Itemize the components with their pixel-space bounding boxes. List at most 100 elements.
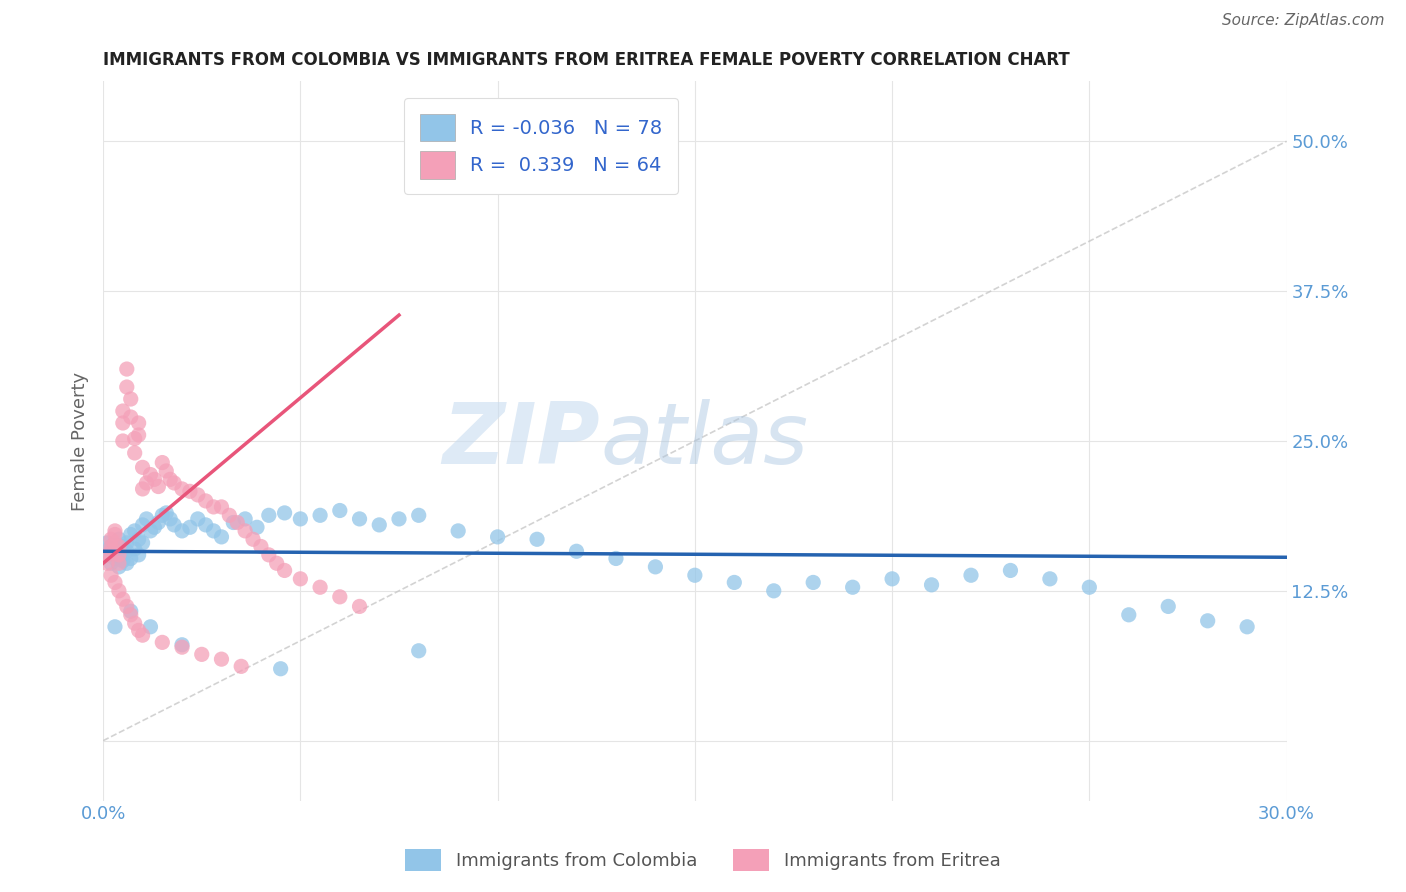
Point — [148, 516, 170, 530]
Point — [329, 590, 352, 604]
Point — [148, 479, 170, 493]
Point — [139, 524, 162, 538]
Point — [242, 533, 264, 547]
Point — [96, 536, 118, 550]
Point — [104, 524, 127, 538]
Point — [841, 580, 863, 594]
Point — [120, 527, 142, 541]
Point — [270, 662, 292, 676]
Point — [108, 540, 131, 554]
Text: IMMIGRANTS FROM COLOMBIA VS IMMIGRANTS FROM ERITREA FEMALE POVERTY CORRELATION C: IMMIGRANTS FROM COLOMBIA VS IMMIGRANTS F… — [103, 51, 1070, 69]
Point — [131, 628, 153, 642]
Point — [1197, 614, 1219, 628]
Point — [211, 530, 233, 544]
Point — [170, 524, 193, 538]
Point — [290, 512, 312, 526]
Legend: Immigrants from Colombia, Immigrants from Eritrea: Immigrants from Colombia, Immigrants fro… — [398, 842, 1008, 879]
Point — [233, 524, 256, 538]
Point — [257, 548, 280, 562]
Point — [1236, 620, 1258, 634]
Point — [159, 512, 181, 526]
Point — [120, 551, 142, 566]
Point — [218, 508, 240, 523]
Point — [202, 524, 225, 538]
Point — [120, 607, 142, 622]
Point — [163, 475, 186, 490]
Text: atlas: atlas — [600, 400, 808, 483]
Point — [605, 551, 627, 566]
Point — [170, 640, 193, 655]
Point — [644, 559, 666, 574]
Point — [100, 540, 122, 554]
Point — [124, 432, 146, 446]
Point — [309, 508, 332, 523]
Point — [179, 520, 201, 534]
Point — [1078, 580, 1101, 594]
Point — [683, 568, 706, 582]
Point — [131, 482, 153, 496]
Y-axis label: Female Poverty: Female Poverty — [72, 371, 89, 510]
Point — [266, 556, 288, 570]
Point — [115, 599, 138, 614]
Point — [1118, 607, 1140, 622]
Point — [115, 362, 138, 376]
Point — [290, 572, 312, 586]
Point — [187, 512, 209, 526]
Point — [139, 467, 162, 482]
Point — [100, 540, 122, 554]
Point — [100, 544, 122, 558]
Point — [128, 548, 150, 562]
Point — [124, 446, 146, 460]
Point — [273, 564, 295, 578]
Point — [104, 536, 127, 550]
Point — [128, 416, 150, 430]
Point — [257, 508, 280, 523]
Point — [246, 520, 269, 534]
Point — [222, 516, 245, 530]
Point — [194, 494, 217, 508]
Point — [170, 638, 193, 652]
Point — [408, 508, 430, 523]
Point — [139, 620, 162, 634]
Point — [921, 578, 943, 592]
Point — [388, 512, 411, 526]
Point — [111, 548, 134, 562]
Point — [124, 524, 146, 538]
Point — [131, 460, 153, 475]
Point — [170, 482, 193, 496]
Point — [108, 556, 131, 570]
Point — [408, 644, 430, 658]
Point — [108, 544, 131, 558]
Point — [100, 556, 122, 570]
Point — [143, 520, 166, 534]
Point — [104, 620, 127, 634]
Point — [960, 568, 983, 582]
Point — [155, 506, 177, 520]
Point — [124, 616, 146, 631]
Point — [128, 624, 150, 638]
Point — [115, 536, 138, 550]
Point — [100, 533, 122, 547]
Point — [115, 380, 138, 394]
Point — [880, 572, 903, 586]
Point — [111, 404, 134, 418]
Point — [104, 541, 127, 556]
Point — [100, 544, 122, 558]
Point — [1157, 599, 1180, 614]
Point — [104, 575, 127, 590]
Point — [233, 512, 256, 526]
Point — [143, 472, 166, 486]
Point — [187, 488, 209, 502]
Point — [96, 548, 118, 562]
Point — [131, 536, 153, 550]
Point — [135, 475, 157, 490]
Point — [111, 592, 134, 607]
Point — [526, 533, 548, 547]
Legend: R = -0.036   N = 78, R =  0.339   N = 64: R = -0.036 N = 78, R = 0.339 N = 64 — [404, 98, 678, 194]
Point — [194, 517, 217, 532]
Point — [349, 512, 371, 526]
Point — [159, 472, 181, 486]
Point — [96, 556, 118, 570]
Point — [120, 409, 142, 424]
Point — [565, 544, 588, 558]
